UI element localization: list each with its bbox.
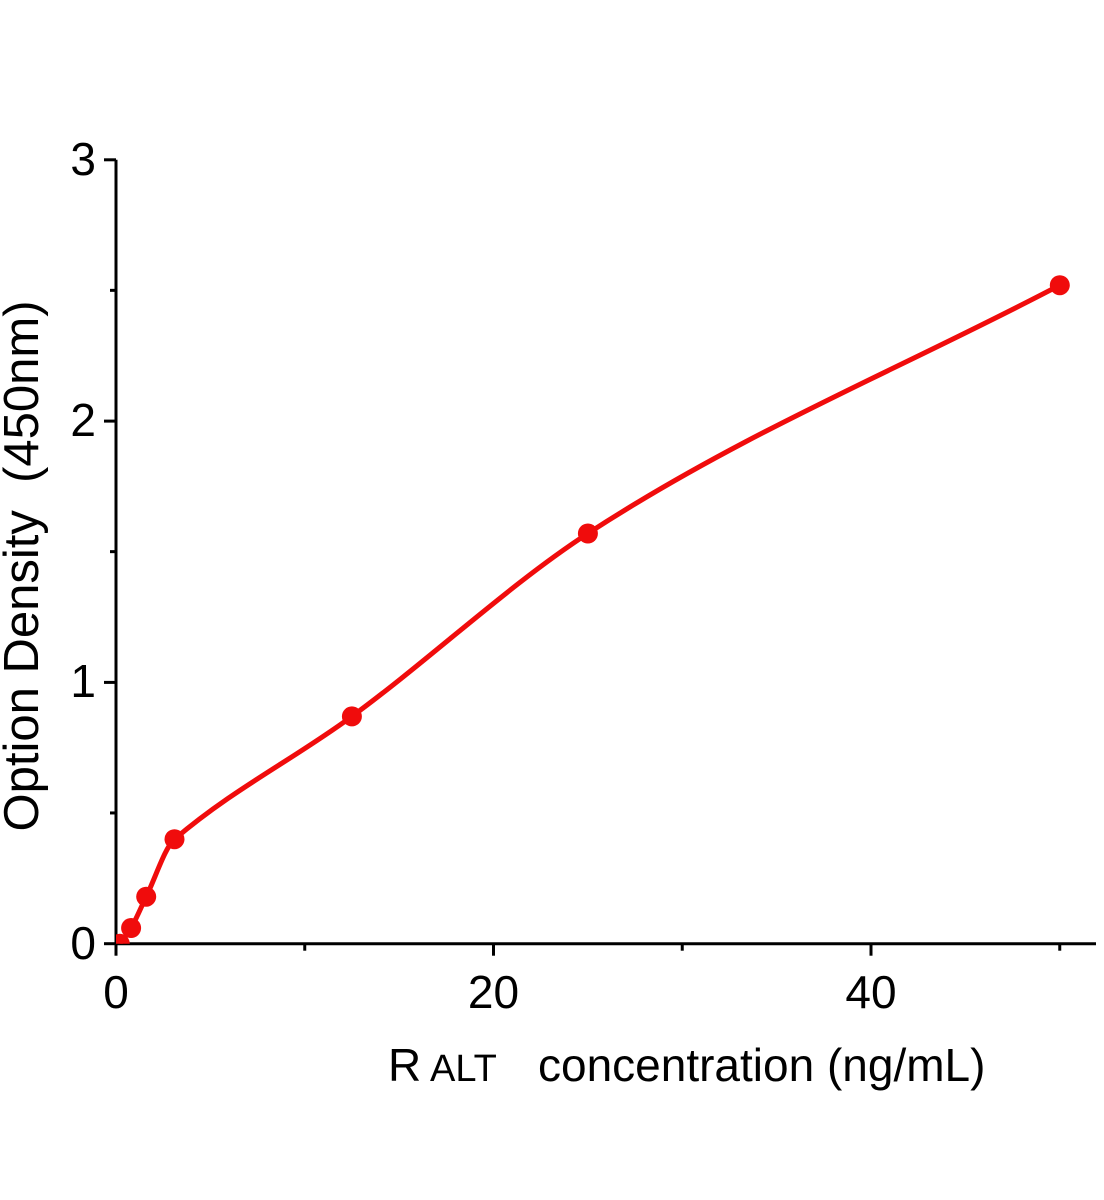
svg-text:20: 20 — [468, 966, 519, 1018]
svg-text:2: 2 — [70, 394, 96, 446]
svg-text:Option Density (450nm): Option Density (450nm) — [0, 300, 49, 831]
svg-text:3: 3 — [70, 133, 96, 185]
svg-text:0: 0 — [70, 917, 96, 969]
svg-text:0: 0 — [103, 966, 129, 1018]
svg-text:40: 40 — [845, 966, 896, 1018]
svg-text:1: 1 — [70, 655, 96, 707]
svg-text:ALT: ALT — [430, 1048, 497, 1090]
svg-text:R: R — [388, 1039, 421, 1091]
svg-text:concentration (ng/mL): concentration (ng/mL) — [538, 1039, 985, 1091]
